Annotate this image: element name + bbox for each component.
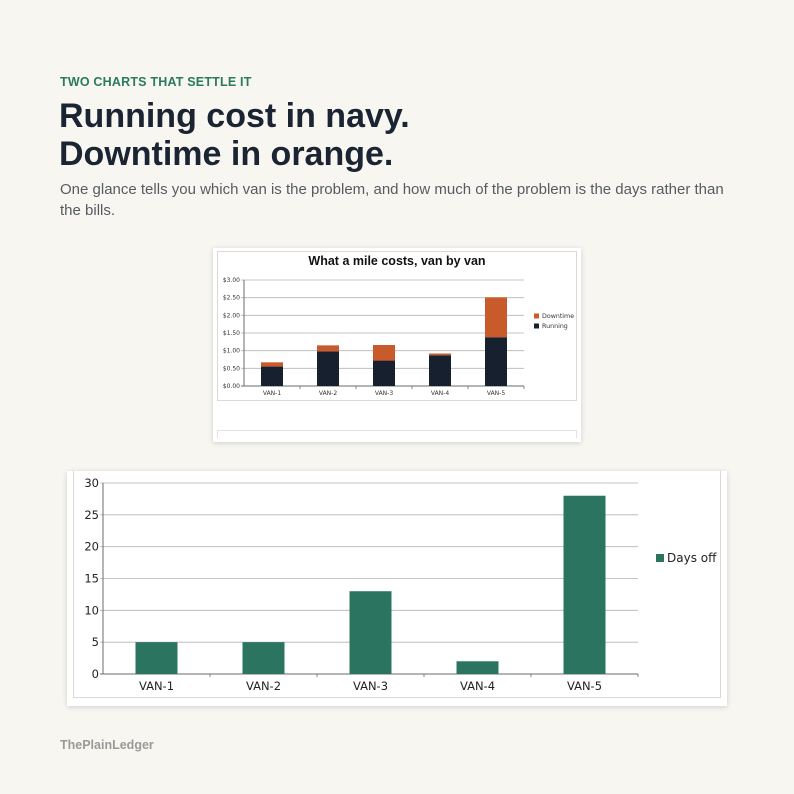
page-headline: Running cost in navy. Downtime in orange…: [59, 97, 410, 173]
y-tick-label: 25: [84, 508, 99, 522]
legend-label: Downtime: [542, 313, 574, 320]
y-tick-label: $2.50: [223, 295, 240, 302]
y-tick-label: 0: [92, 667, 99, 681]
x-tick-label: VAN-4: [431, 390, 449, 397]
bar-downtime: [317, 345, 339, 352]
headline-line-1: Running cost in navy.: [59, 97, 410, 135]
bar-downtime: [485, 297, 507, 338]
bar-running: [429, 355, 451, 386]
page-subhead: One glance tells you which van is the pr…: [60, 181, 724, 219]
y-tick-label: 10: [84, 603, 99, 617]
chart-frame: [217, 251, 577, 401]
bar-days-off: [563, 495, 606, 674]
bar-days-off: [242, 642, 285, 674]
legend-label: Running: [542, 323, 568, 330]
headline-line-2: Downtime in orange.: [59, 135, 394, 173]
legend-swatch: [534, 313, 539, 319]
brand-footer: ThePlainLedger: [60, 738, 154, 752]
y-tick-label: $1.50: [223, 330, 240, 337]
chart-title: What a mile costs, van by van: [308, 254, 485, 268]
legend-label: Days off: [667, 551, 717, 565]
x-tick-label: VAN-1: [263, 390, 281, 397]
y-tick-label: $0.00: [223, 383, 240, 390]
x-tick-label: VAN-5: [487, 390, 505, 397]
bar-running: [317, 351, 339, 386]
eyebrow-label: TWO CHARTS THAT SETTLE IT: [60, 75, 252, 89]
x-tick-label: VAN-4: [460, 679, 495, 693]
y-tick-label: 15: [84, 572, 99, 586]
legend-swatch: [534, 323, 539, 329]
x-tick-label: VAN-3: [375, 390, 393, 397]
y-tick-label: $3.00: [223, 277, 240, 284]
x-tick-label: VAN-2: [246, 679, 281, 693]
y-tick-label: $0.50: [223, 365, 240, 372]
x-tick-label: VAN-3: [353, 679, 388, 693]
cost-per-mile-chart: What a mile costs, van by van $0.00 $0.50 $…: [223, 254, 574, 397]
x-tick-label: VAN-2: [319, 390, 337, 397]
bar-days-off: [456, 661, 499, 674]
y-tick-label: 5: [92, 635, 99, 649]
chart-frame: [73, 471, 721, 698]
y-tick-label: $1.00: [223, 348, 240, 355]
bar-downtime: [429, 353, 451, 356]
bar-downtime: [373, 345, 395, 361]
y-tick-label: 20: [84, 540, 99, 554]
bar-running: [485, 337, 507, 386]
days-off-chart: 0 5 10 15 20 25 30 VAN-1 VAN-2 VAN-3 VAN-4 VAN-5 Day…: [84, 476, 717, 693]
cost-per-mile-chart-card: What a mile costs, van by van $0.00 $0.50 $…: [213, 248, 581, 442]
x-tick-label: VAN-1: [139, 679, 174, 693]
bar-running: [373, 360, 395, 386]
bar-days-off: [135, 642, 178, 674]
legend-swatch: [656, 554, 664, 562]
days-off-chart-card: 0 5 10 15 20 25 30 VAN-1 VAN-2 VAN-3 VAN-4 VAN-5 Day…: [67, 471, 727, 706]
x-tick-label: VAN-5: [567, 679, 602, 693]
y-tick-label: $2.00: [223, 312, 240, 319]
bar-running: [261, 366, 283, 386]
bar-downtime: [261, 362, 283, 367]
chart-bottom-strip: [217, 430, 577, 438]
bar-days-off: [349, 591, 392, 674]
y-tick-label: 30: [84, 476, 99, 490]
